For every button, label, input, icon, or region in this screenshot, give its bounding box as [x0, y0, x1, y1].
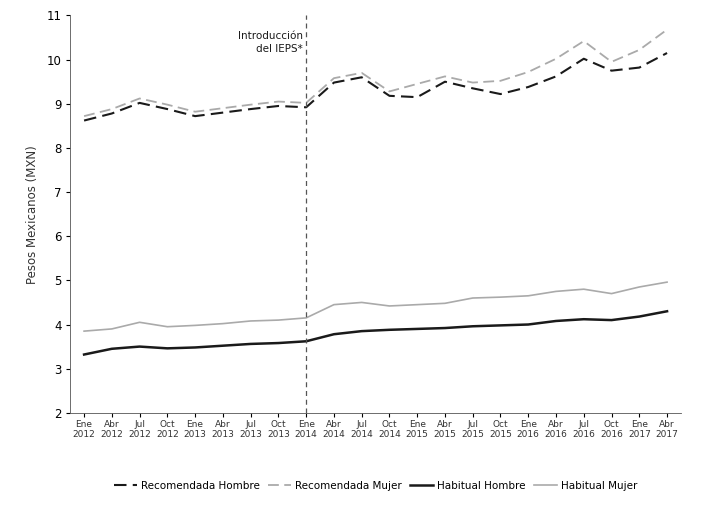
Legend: Recomendada Hombre, Recomendada Mujer, Habitual Hombre, Habitual Mujer: Recomendada Hombre, Recomendada Mujer, H… [110, 477, 642, 495]
Text: Introducción
del IEPS*: Introducción del IEPS* [238, 31, 303, 54]
Y-axis label: Pesos Mexicanos (MXN): Pesos Mexicanos (MXN) [25, 145, 39, 283]
